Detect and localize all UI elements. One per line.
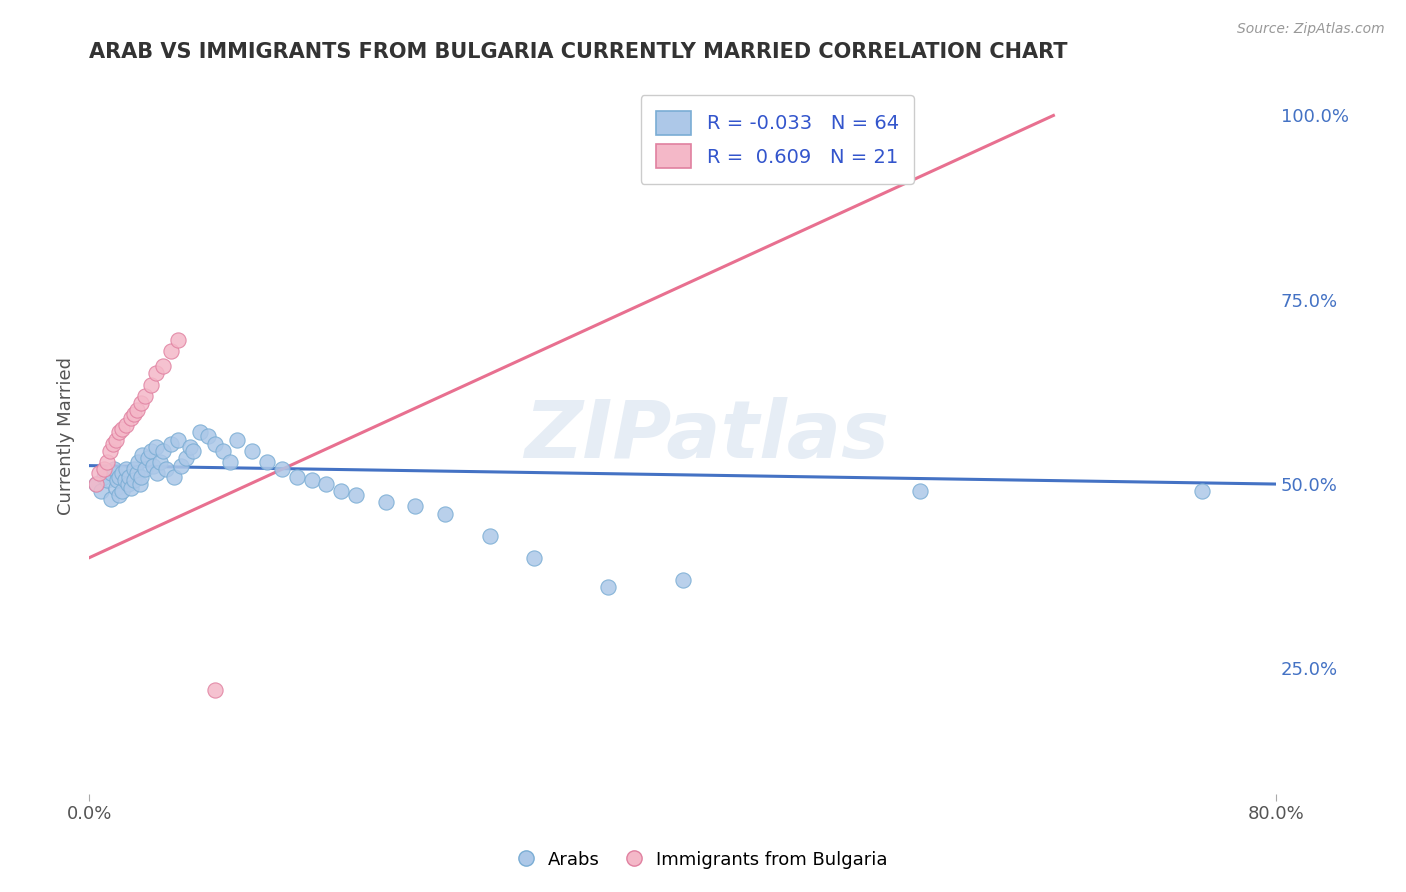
Point xyxy=(145,440,167,454)
Point xyxy=(170,458,193,473)
Point xyxy=(104,433,127,447)
Point xyxy=(181,443,204,458)
Point xyxy=(598,580,620,594)
Point xyxy=(104,481,127,495)
Point xyxy=(908,484,931,499)
Text: Source: ZipAtlas.com: Source: ZipAtlas.com xyxy=(1237,22,1385,37)
Point xyxy=(122,407,145,421)
Point xyxy=(100,491,122,506)
Point xyxy=(152,443,174,458)
Point xyxy=(344,488,367,502)
Point xyxy=(404,499,426,513)
Point xyxy=(107,469,129,483)
Point xyxy=(128,477,150,491)
Point xyxy=(120,410,142,425)
Point xyxy=(120,481,142,495)
Point xyxy=(301,474,323,488)
Point xyxy=(114,474,136,488)
Point xyxy=(90,484,112,499)
Point xyxy=(204,683,226,698)
Text: ZIPatlas: ZIPatlas xyxy=(524,397,889,475)
Point xyxy=(122,474,145,488)
Text: ARAB VS IMMIGRANTS FROM BULGARIA CURRENTLY MARRIED CORRELATION CHART: ARAB VS IMMIGRANTS FROM BULGARIA CURRENT… xyxy=(89,42,1067,62)
Point xyxy=(256,455,278,469)
Point xyxy=(125,466,148,480)
Point xyxy=(1191,484,1213,499)
Point xyxy=(129,469,152,483)
Point xyxy=(145,367,167,381)
Point xyxy=(155,462,177,476)
Point xyxy=(141,377,163,392)
Point xyxy=(138,451,160,466)
Point xyxy=(105,474,128,488)
Point xyxy=(204,436,226,450)
Legend: Arabs, Immigrants from Bulgaria: Arabs, Immigrants from Bulgaria xyxy=(510,842,896,879)
Point xyxy=(117,477,139,491)
Point xyxy=(129,396,152,410)
Point xyxy=(523,550,546,565)
Point xyxy=(96,474,118,488)
Point xyxy=(434,507,457,521)
Point xyxy=(125,403,148,417)
Point xyxy=(219,455,242,469)
Point xyxy=(146,466,169,480)
Point xyxy=(315,477,337,491)
Point xyxy=(115,462,138,476)
Legend: R = -0.033   N = 64, R =  0.609   N = 21: R = -0.033 N = 64, R = 0.609 N = 21 xyxy=(641,95,914,184)
Y-axis label: Currently Married: Currently Married xyxy=(58,357,75,516)
Point xyxy=(134,462,156,476)
Point xyxy=(111,466,134,480)
Point xyxy=(330,484,353,499)
Point xyxy=(197,429,219,443)
Point xyxy=(174,451,197,466)
Point xyxy=(118,469,141,483)
Point xyxy=(285,469,308,483)
Point xyxy=(159,436,181,450)
Point xyxy=(167,433,190,447)
Point xyxy=(86,477,108,491)
Point xyxy=(111,422,134,436)
Point xyxy=(131,448,153,462)
Point xyxy=(98,443,121,458)
Point xyxy=(93,469,115,483)
Point xyxy=(374,495,396,509)
Point xyxy=(100,466,122,480)
Point xyxy=(101,436,124,450)
Point xyxy=(478,529,501,543)
Point xyxy=(127,455,149,469)
Point xyxy=(226,433,249,447)
Point xyxy=(122,462,145,476)
Point xyxy=(103,462,125,476)
Point xyxy=(93,462,115,476)
Point xyxy=(152,359,174,373)
Point xyxy=(211,443,233,458)
Point xyxy=(96,455,118,469)
Point xyxy=(188,425,211,440)
Point xyxy=(149,455,172,469)
Point xyxy=(167,334,190,348)
Point xyxy=(671,573,693,587)
Point xyxy=(107,425,129,440)
Point xyxy=(86,477,108,491)
Point xyxy=(159,344,181,359)
Point xyxy=(89,466,111,480)
Point xyxy=(142,458,165,473)
Point xyxy=(162,469,184,483)
Point xyxy=(134,388,156,402)
Point xyxy=(240,443,263,458)
Point xyxy=(179,440,201,454)
Point xyxy=(271,462,294,476)
Point xyxy=(107,488,129,502)
Point xyxy=(141,443,163,458)
Point xyxy=(111,484,134,499)
Point xyxy=(115,418,138,433)
